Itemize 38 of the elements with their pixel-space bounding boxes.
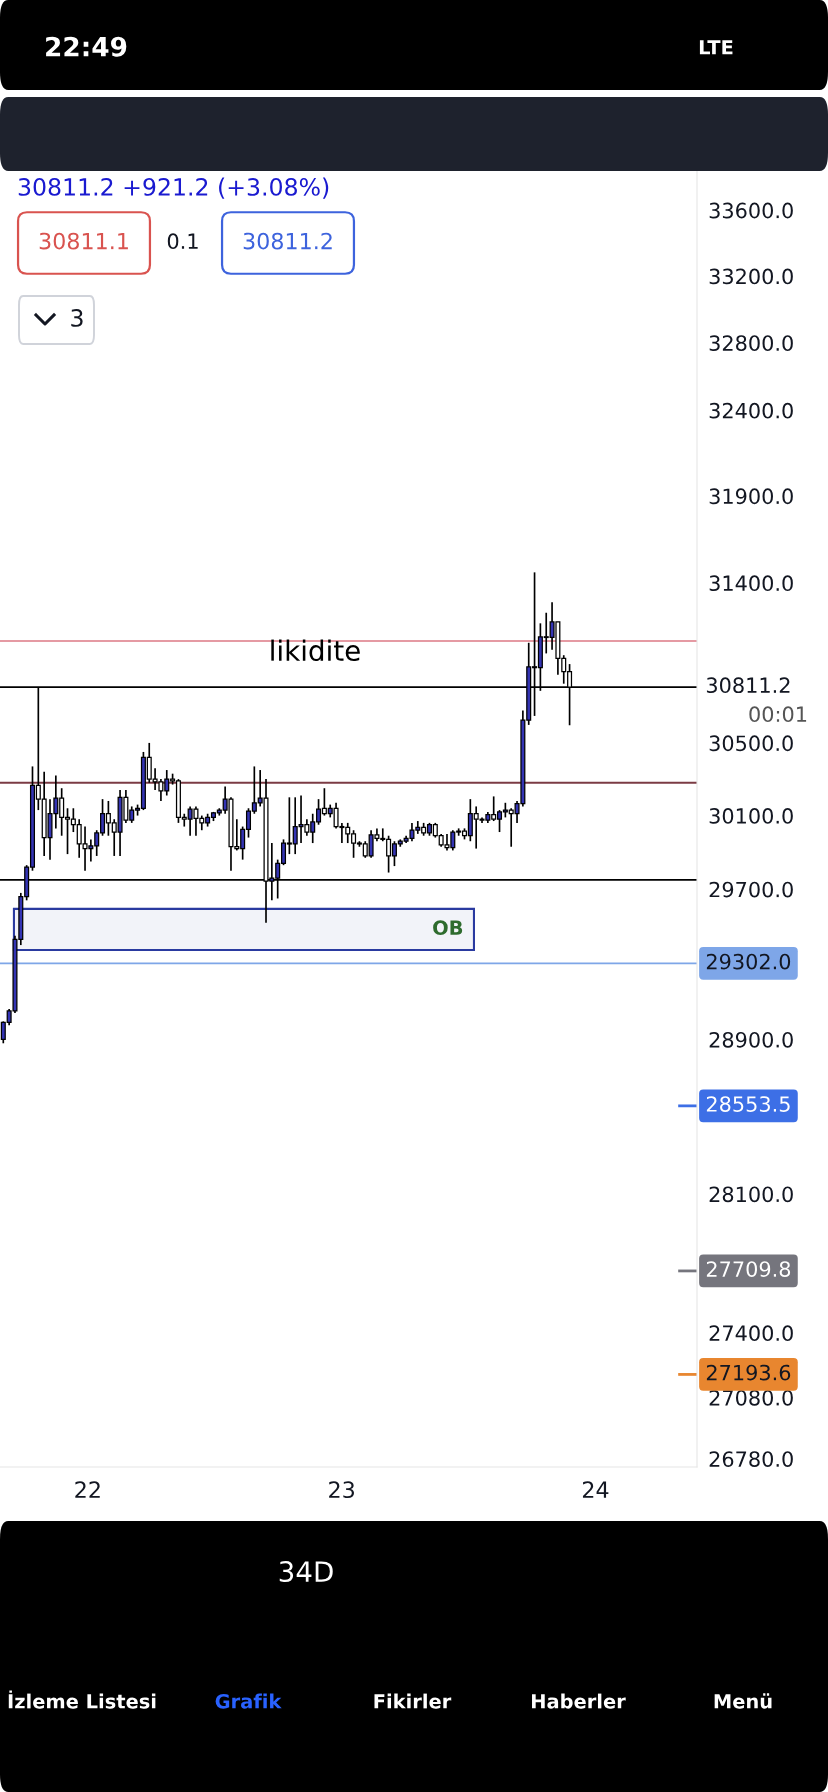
y-tick-label: 26780.0 bbox=[709, 1451, 793, 1467]
y-tick-label: 32800.0 bbox=[709, 335, 793, 352]
y-tick-label: 29700.0 bbox=[709, 881, 793, 898]
text: Haberler bbox=[532, 1693, 626, 1709]
annotation: 0.1 bbox=[167, 233, 198, 250]
text: 00:01 bbox=[749, 706, 807, 723]
annotation: 30811.2 bbox=[243, 232, 332, 250]
y-tick-label: 27400.0 bbox=[709, 1325, 793, 1342]
y-tick-label: 33200.0 bbox=[709, 268, 793, 285]
y-tick-label: 27080.0 bbox=[709, 1389, 793, 1406]
annotation: 3 bbox=[71, 308, 83, 327]
ref-line-label: 29302.0 bbox=[706, 953, 791, 970]
annotation: 30811.1 bbox=[39, 232, 128, 250]
y-tick-label: 30500.0 bbox=[709, 735, 793, 752]
chart-title: 30811.2 +921.2 (+3.08%) bbox=[18, 177, 329, 199]
text: Menü bbox=[714, 1693, 772, 1709]
x-tick-label: 22 bbox=[75, 1481, 100, 1498]
text: Fikirler bbox=[374, 1693, 452, 1709]
text: İzleme Listesi bbox=[8, 1690, 156, 1709]
x-tick-label: 24 bbox=[582, 1481, 609, 1498]
y-tick-label: 32400.0 bbox=[709, 402, 793, 419]
y-tick-label: 33600.0 bbox=[709, 202, 793, 219]
y-tick-label: 31900.0 bbox=[709, 488, 793, 505]
ref-line-label: 27709.8 bbox=[706, 1261, 791, 1277]
x-tick-label: 23 bbox=[329, 1481, 354, 1499]
y-tick-label: 31400.0 bbox=[709, 575, 793, 592]
annotation: likidite bbox=[271, 639, 360, 662]
y-tick-label: 28900.0 bbox=[709, 1031, 793, 1048]
ref-line-label: 28553.5 bbox=[706, 1096, 790, 1112]
band-label: OB bbox=[433, 920, 463, 936]
text: 22:49 bbox=[46, 36, 127, 57]
text: LTE bbox=[699, 40, 733, 55]
ref-line-label: 30811.2 bbox=[706, 677, 790, 694]
y-tick-label: 30100.0 bbox=[709, 808, 793, 824]
text: Grafik bbox=[215, 1693, 282, 1709]
text: 34D bbox=[279, 1561, 333, 1583]
y-tick-label: 28100.0 bbox=[709, 1186, 793, 1203]
ref-line-label: 27193.6 bbox=[706, 1364, 791, 1381]
